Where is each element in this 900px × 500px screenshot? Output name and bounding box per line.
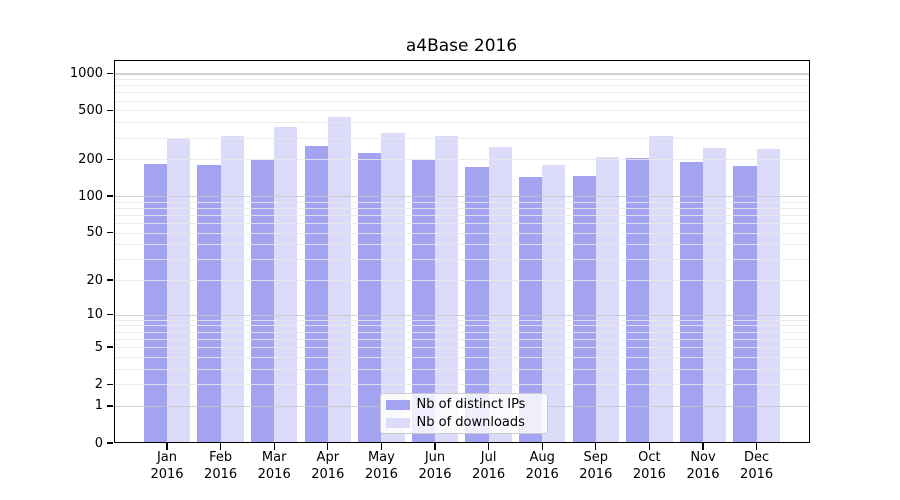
bar-distinct-ips-oct <box>626 157 650 443</box>
bar-distinct-ips-sep <box>572 176 596 443</box>
y-tick-label: 50 <box>86 225 103 241</box>
x-tick <box>755 443 758 450</box>
x-tick <box>541 443 543 450</box>
y-tick <box>106 72 113 74</box>
x-tick <box>648 443 651 450</box>
x-tick-label: Dec 2016 <box>740 450 774 482</box>
legend-label-downloads: Nb of downloads <box>416 415 525 430</box>
y-tick <box>106 383 113 385</box>
bar-downloads-feb <box>220 135 244 443</box>
bar-downloads-apr <box>327 117 352 443</box>
legend: Nb of distinct IPs Nb of downloads <box>379 393 548 434</box>
x-tick-label: Feb 2016 <box>204 450 238 482</box>
y-tick <box>106 231 113 234</box>
bar-distinct-ips-feb <box>197 164 221 443</box>
bar-distinct-ips-jul <box>465 166 489 443</box>
bar-distinct-ips-mar <box>250 159 275 443</box>
bar-distinct-ips-jun <box>411 160 435 443</box>
x-tick <box>219 443 222 450</box>
x-tick-label: Oct 2016 <box>632 450 666 482</box>
x-tick <box>273 443 275 450</box>
plot-area: Nb of distinct IPs Nb of downloads <box>113 60 811 443</box>
y-tick <box>106 195 113 197</box>
x-tick-label: Sep 2016 <box>579 450 613 482</box>
y-tick-label: 10 <box>86 307 103 323</box>
x-tick <box>702 443 704 450</box>
y-tick <box>106 442 113 444</box>
y-tick-label: 5 <box>94 339 103 355</box>
bar-downloads-may <box>381 132 405 443</box>
bar-downloads-jun <box>435 135 459 443</box>
bar-distinct-ips-aug <box>518 177 543 443</box>
bar-distinct-ips-nov <box>679 161 703 443</box>
chart-title: a4Base 2016 <box>405 36 518 56</box>
y-tick <box>106 279 113 281</box>
bar-downloads-sep <box>595 156 620 443</box>
y-tick-label: 20 <box>86 272 103 288</box>
legend-label-distinct-ips: Nb of distinct IPs <box>416 397 526 412</box>
y-tick <box>106 158 113 160</box>
x-tick <box>487 443 490 450</box>
y-tick-label: 1 <box>94 398 103 414</box>
x-tick-label: Jan 2016 <box>150 450 184 482</box>
legend-swatch-downloads <box>385 417 410 428</box>
y-tick <box>106 405 113 407</box>
y-tick-label: 1000 <box>69 65 103 81</box>
y-tick <box>106 313 113 316</box>
legend-swatch-distinct-ips <box>385 399 410 410</box>
x-tick-label: May 2016 <box>364 450 398 482</box>
legend-item-downloads: Nb of downloads <box>385 415 547 430</box>
x-tick-label: Jun 2016 <box>418 450 452 482</box>
bar-distinct-ips-apr <box>304 145 328 443</box>
x-tick <box>380 443 383 450</box>
y-tick-label: 100 <box>78 188 103 204</box>
y-tick <box>106 346 113 348</box>
bar-distinct-ips-may <box>358 152 382 443</box>
y-tick <box>106 109 113 112</box>
x-tick-label: Mar 2016 <box>257 450 291 482</box>
legend-item-distinct-ips: Nb of distinct IPs <box>385 397 547 412</box>
bar-downloads-dec <box>756 149 780 443</box>
y-tick-label: 0 <box>94 435 103 451</box>
bar-downloads-mar <box>274 126 298 443</box>
x-tick <box>327 443 329 450</box>
y-tick-label: 200 <box>78 151 103 167</box>
x-tick-label: Jul 2016 <box>472 450 506 482</box>
bar-downloads-nov <box>703 148 727 443</box>
bar-downloads-jan <box>167 139 191 443</box>
bar-distinct-ips-dec <box>733 165 757 443</box>
x-tick <box>595 443 597 450</box>
bar-distinct-ips-jan <box>143 163 167 443</box>
bar-downloads-aug <box>542 164 566 443</box>
x-tick <box>166 443 168 450</box>
x-tick-label: Nov 2016 <box>686 450 720 482</box>
y-tick-label: 500 <box>78 102 103 118</box>
bars-layer <box>114 60 811 443</box>
y-tick-label: 2 <box>94 376 103 392</box>
x-tick-label: Aug 2016 <box>525 450 559 482</box>
bar-downloads-oct <box>649 135 673 443</box>
x-tick-label: Apr 2016 <box>311 450 345 482</box>
x-tick <box>434 443 436 450</box>
